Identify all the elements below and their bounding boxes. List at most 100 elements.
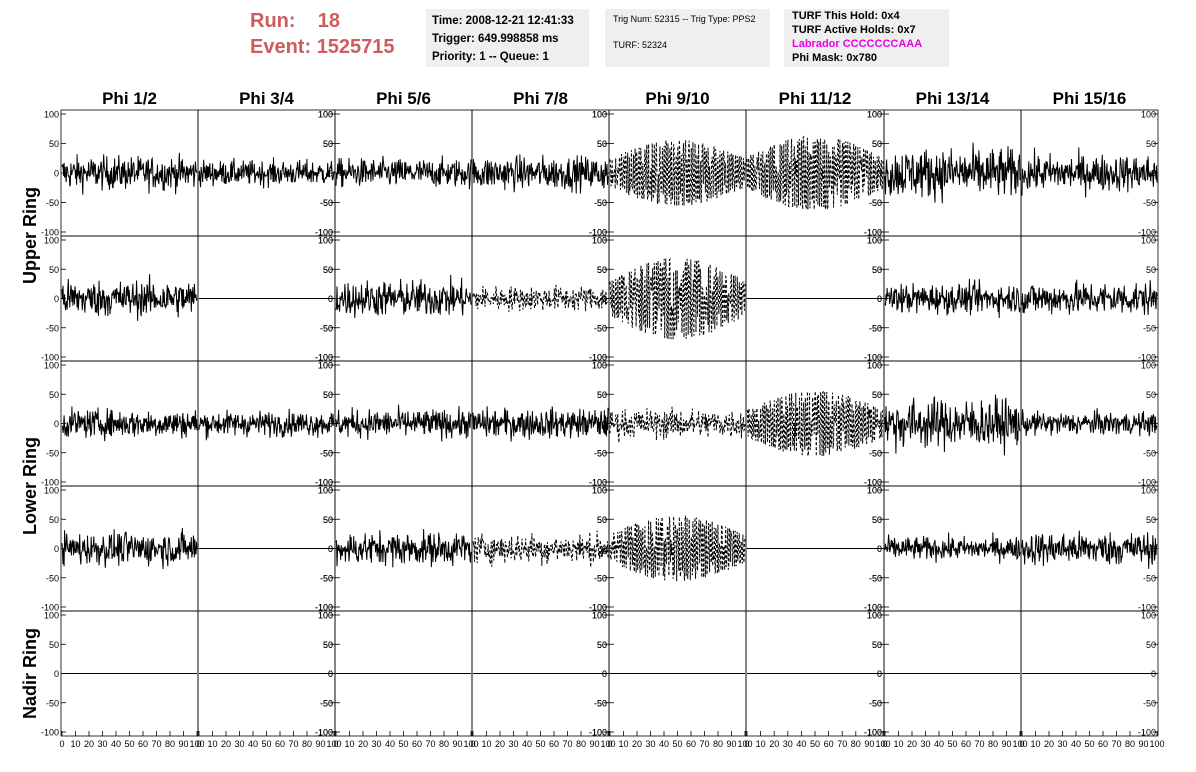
ring-label: Upper Ring: [20, 187, 40, 284]
x-tick-label: 100: [189, 739, 204, 749]
y-tick-label: 100: [867, 361, 882, 371]
y-tick-label: -100: [1138, 603, 1156, 613]
y-tick-label: -100: [41, 728, 59, 738]
x-tick-label: 60: [549, 739, 559, 749]
y-tick-label: 100: [592, 611, 607, 621]
y-tick-label: 50: [597, 265, 607, 275]
x-tick-label: 20: [907, 739, 917, 749]
x-tick-label: 0: [470, 739, 475, 749]
y-tick-label: 100: [318, 110, 333, 120]
y-tick-label: -100: [1138, 228, 1156, 238]
waveform-trace: [884, 142, 1021, 204]
y-tick-label: -50: [320, 448, 333, 458]
y-tick-label: -50: [869, 323, 882, 333]
priority-text: Priority: 1 -- Queue: 1: [432, 51, 549, 63]
y-tick-label: -50: [1143, 448, 1156, 458]
x-tick-label: 80: [576, 739, 586, 749]
y-tick-label: 100: [318, 486, 333, 496]
x-tick-label: 0: [882, 739, 887, 749]
x-tick-label: 70: [151, 739, 161, 749]
y-tick-label: -100: [864, 353, 882, 363]
x-tick-label: 60: [961, 739, 971, 749]
turf-active-holds-text: TURF Active Holds: 0x7: [792, 24, 916, 36]
panel-frame: [745, 109, 885, 237]
x-tick-label: 50: [124, 739, 134, 749]
y-tick-label: 0: [602, 294, 607, 304]
waveform-trace: [472, 530, 609, 568]
y-tick-label: -100: [315, 603, 333, 613]
y-tick-label: 100: [1141, 611, 1156, 621]
y-tick-label: -100: [589, 228, 607, 238]
waveform-trace: [61, 406, 198, 442]
x-tick-label: 0: [196, 739, 201, 749]
y-tick-label: -50: [320, 323, 333, 333]
x-tick-label: 50: [261, 739, 271, 749]
y-tick-label: -100: [589, 478, 607, 488]
y-tick-label: -50: [869, 323, 882, 333]
y-tick-label: -50: [46, 448, 59, 458]
x-tick-label: 90: [1001, 739, 1011, 749]
y-tick-label: 0: [877, 669, 882, 679]
y-tick-label: 100: [592, 361, 607, 371]
y-tick-label: 0: [1151, 419, 1156, 429]
y-tick-label: 50: [323, 390, 333, 400]
y-tick-label: -100: [315, 728, 333, 738]
x-tick-label: 30: [1057, 739, 1067, 749]
x-tick-label: 70: [699, 739, 709, 749]
y-tick-label: 100: [318, 110, 333, 120]
y-tick-label: 100: [1141, 236, 1156, 246]
x-tick-label: 80: [439, 739, 449, 749]
y-tick-label: -100: [315, 228, 333, 238]
y-tick-label: 0: [602, 169, 607, 179]
y-tick-label: -50: [1143, 573, 1156, 583]
y-tick-label: 100: [44, 486, 59, 496]
y-tick-label: 100: [592, 486, 607, 496]
y-tick-label: 50: [1146, 390, 1156, 400]
x-tick-label: 70: [562, 739, 572, 749]
y-tick-label: 0: [328, 419, 333, 429]
y-tick-label: 100: [867, 611, 882, 621]
x-tick-label: 70: [1111, 739, 1121, 749]
waveform-trace: [884, 278, 1021, 319]
x-tick-label: 100: [1012, 739, 1027, 749]
y-tick-label: -50: [594, 448, 607, 458]
y-tick-label: 100: [318, 611, 333, 621]
y-tick-label: 50: [597, 265, 607, 275]
y-tick-label: -100: [864, 603, 882, 613]
y-tick-label: 0: [328, 544, 333, 554]
waveform-trace: [884, 394, 1021, 456]
x-tick-label: 70: [837, 739, 847, 749]
y-tick-label: 100: [44, 611, 59, 621]
turf-text: TURF: 52324: [613, 40, 668, 50]
waveform-trace: [609, 257, 746, 340]
y-tick-label: -100: [589, 353, 607, 363]
y-tick-label: -50: [320, 198, 333, 208]
waveform-trace: [61, 274, 198, 321]
y-tick-label: -50: [594, 448, 607, 458]
y-tick-label: -100: [589, 478, 607, 488]
y-tick-label: 100: [318, 361, 333, 371]
x-tick-label: 20: [358, 739, 368, 749]
x-tick-label: 100: [463, 739, 478, 749]
y-tick-label: -50: [869, 198, 882, 208]
y-tick-label: -100: [1138, 353, 1156, 363]
x-tick-label: 0: [744, 739, 749, 749]
y-tick-label: 0: [328, 169, 333, 179]
y-tick-label: -100: [315, 353, 333, 363]
x-tick-label: 100: [600, 739, 615, 749]
y-tick-label: 50: [872, 265, 882, 275]
waveform-trace: [472, 406, 609, 442]
y-tick-label: 100: [592, 236, 607, 246]
y-tick-label: 50: [872, 640, 882, 650]
x-tick-label: 90: [178, 739, 188, 749]
waveform-trace: [198, 157, 335, 189]
y-tick-label: 0: [54, 169, 59, 179]
y-tick-label: -50: [46, 698, 59, 708]
y-tick-label: -100: [589, 603, 607, 613]
y-tick-label: 100: [592, 611, 607, 621]
y-tick-label: 50: [872, 515, 882, 525]
waveform-trace: [335, 404, 472, 442]
y-tick-label: -50: [320, 573, 333, 583]
waveform-trace: [1021, 147, 1158, 198]
y-tick-label: 100: [867, 110, 882, 120]
